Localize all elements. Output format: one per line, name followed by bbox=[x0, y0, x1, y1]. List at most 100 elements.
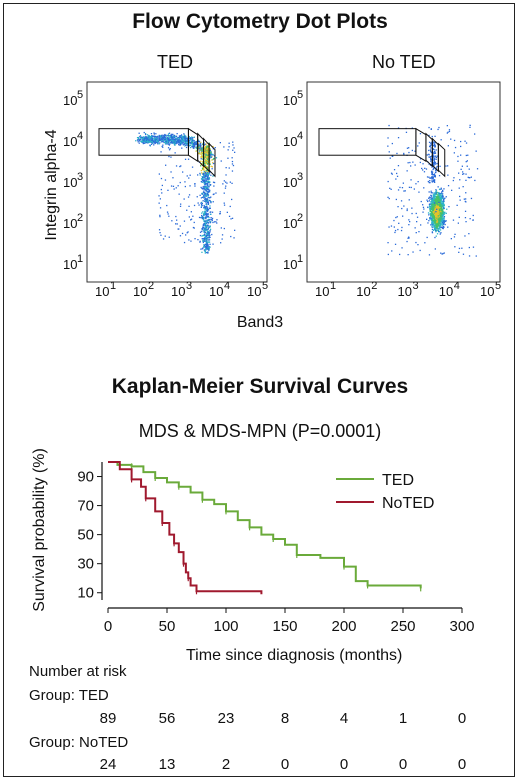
risk-count: 89 bbox=[99, 710, 117, 727]
dot bbox=[203, 230, 205, 232]
x-tick-label: 100 bbox=[213, 618, 238, 635]
dot bbox=[203, 213, 205, 215]
dot bbox=[433, 162, 435, 164]
dot bbox=[197, 239, 199, 241]
dot bbox=[168, 144, 170, 146]
dot bbox=[182, 136, 184, 138]
dot bbox=[144, 133, 147, 135]
x-tick-label: 10 bbox=[315, 284, 329, 299]
dot bbox=[465, 221, 467, 223]
dot bbox=[389, 157, 391, 159]
dot bbox=[428, 200, 430, 202]
dot bbox=[431, 135, 433, 138]
dot bbox=[202, 168, 204, 170]
dot bbox=[215, 192, 217, 194]
dot bbox=[164, 134, 166, 137]
dot bbox=[210, 156, 213, 158]
dot bbox=[203, 231, 205, 233]
dot bbox=[394, 231, 396, 234]
dot bbox=[214, 147, 216, 149]
dot bbox=[204, 233, 206, 236]
dot bbox=[428, 197, 430, 199]
dot bbox=[446, 132, 448, 134]
dot bbox=[393, 219, 395, 222]
dot bbox=[142, 142, 144, 145]
dot bbox=[173, 141, 175, 143]
dot bbox=[428, 196, 431, 198]
dot bbox=[210, 201, 212, 203]
dot bbox=[139, 138, 142, 141]
risk-count: 8 bbox=[280, 710, 290, 727]
dot bbox=[435, 228, 437, 230]
dot bbox=[207, 175, 209, 177]
dot bbox=[429, 182, 431, 184]
dot bbox=[202, 240, 204, 242]
dot bbox=[161, 136, 164, 139]
dot bbox=[171, 136, 173, 138]
dot bbox=[441, 223, 443, 225]
dot bbox=[442, 203, 444, 205]
dot bbox=[156, 137, 158, 140]
dot bbox=[156, 139, 158, 141]
dot bbox=[432, 221, 434, 223]
dot bbox=[205, 194, 207, 197]
dot bbox=[153, 137, 155, 139]
dot bbox=[442, 190, 444, 193]
dot bbox=[398, 222, 400, 224]
dot bbox=[185, 141, 187, 144]
dot bbox=[466, 160, 468, 162]
dot bbox=[430, 192, 432, 194]
dot bbox=[206, 163, 209, 165]
dot bbox=[207, 219, 209, 221]
dot bbox=[201, 148, 204, 150]
dot bbox=[154, 137, 156, 139]
dot bbox=[183, 142, 185, 144]
dot bbox=[159, 216, 161, 218]
dot bbox=[228, 146, 230, 148]
dot bbox=[205, 235, 207, 237]
dot bbox=[468, 246, 470, 249]
dot bbox=[443, 212, 445, 214]
ted-panel-title: TED bbox=[157, 52, 193, 72]
dot bbox=[396, 175, 399, 177]
dot bbox=[436, 223, 439, 226]
dot bbox=[164, 141, 166, 143]
dot bbox=[170, 141, 172, 144]
dot bbox=[206, 226, 208, 228]
dot bbox=[198, 152, 201, 154]
dot bbox=[202, 186, 204, 188]
dot bbox=[206, 208, 209, 210]
dot bbox=[436, 198, 438, 200]
dot bbox=[194, 143, 196, 145]
dot bbox=[179, 205, 182, 207]
dot bbox=[397, 127, 400, 129]
dot bbox=[206, 214, 208, 216]
dot bbox=[199, 150, 201, 152]
dot bbox=[207, 227, 210, 229]
dot bbox=[439, 218, 441, 220]
dot bbox=[435, 229, 437, 231]
dot bbox=[199, 174, 201, 176]
dot bbox=[169, 137, 171, 139]
dot bbox=[212, 162, 214, 164]
dot bbox=[212, 153, 214, 156]
dot bbox=[431, 208, 433, 211]
dot bbox=[400, 229, 403, 232]
dot bbox=[158, 143, 160, 145]
dot bbox=[447, 174, 449, 176]
dot bbox=[458, 247, 461, 250]
dot bbox=[465, 142, 468, 144]
dot bbox=[209, 196, 211, 199]
dot bbox=[419, 161, 421, 164]
dot bbox=[208, 186, 210, 188]
dot bbox=[170, 135, 173, 137]
dot bbox=[199, 231, 202, 233]
dot bbox=[441, 217, 443, 219]
dot bbox=[465, 173, 467, 175]
axis-ticks: 10 1 10 2 10 3 10 4 10 510 110 210 310 410 5 bbox=[283, 89, 501, 299]
dot bbox=[201, 176, 203, 178]
dot bbox=[412, 251, 414, 253]
dot bbox=[434, 248, 436, 250]
dot bbox=[208, 173, 210, 175]
dot bbox=[205, 209, 207, 211]
